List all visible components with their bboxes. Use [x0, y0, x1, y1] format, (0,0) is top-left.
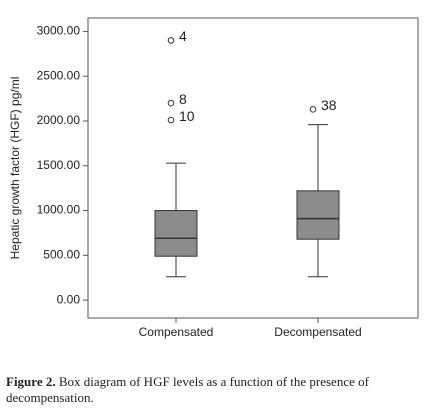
chart: Hepatic growth factor (HGF) pg/ml 0.00 50…: [8, 17, 419, 339]
y-tick-label: 3000.00: [37, 24, 81, 38]
y-tick-label: 1500.00: [37, 158, 81, 172]
y-tick-label: 2000.00: [37, 113, 81, 127]
box: [296, 190, 340, 240]
box: [154, 210, 198, 257]
outlier: [167, 37, 175, 44]
y-tick-label: 2500.00: [37, 68, 81, 82]
plot-frame: [87, 17, 419, 319]
caption: Figure 2. Box diagram of HGF levels as a…: [6, 374, 426, 406]
y-tick-label: 500.00: [43, 247, 80, 261]
caption-text: Box diagram of HGF levels as a function …: [6, 374, 369, 405]
outlier-label: 38: [321, 97, 337, 113]
outlier: [309, 106, 317, 113]
outlier: [167, 99, 175, 107]
outlier-label: 4: [179, 28, 187, 44]
x-tick-label: Decompensated: [274, 325, 361, 339]
y-tick-label: 0.00: [57, 292, 81, 306]
caption-label: Figure 2.: [6, 374, 56, 389]
outlier: [167, 116, 175, 124]
y-tick-label: 1000.00: [37, 203, 81, 217]
outlier-label: 8: [179, 91, 187, 107]
x-tick-label: Compensated: [139, 325, 214, 339]
y-axis-label: Hepatic growth factor (HGF) pg/ml: [8, 77, 22, 260]
outlier-label: 10: [179, 108, 195, 124]
